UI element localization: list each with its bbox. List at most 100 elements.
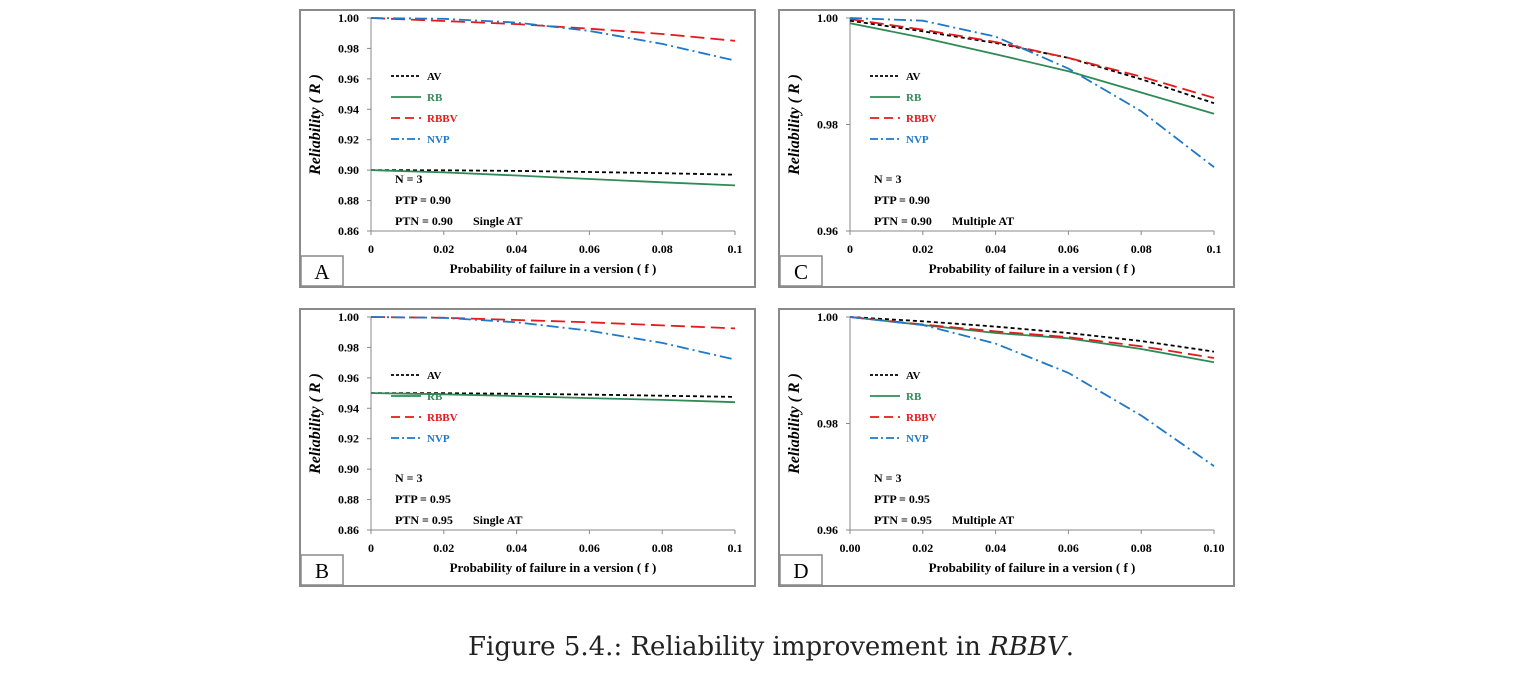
legend-label-rb: RB bbox=[906, 92, 922, 104]
x-tick-label: 0.04 bbox=[506, 242, 527, 256]
annotation-ptp: PTP = 0.90 bbox=[395, 193, 451, 207]
x-tick-label: 0.06 bbox=[579, 541, 600, 555]
chart-svg-c: 0.96 0.98 1.00 0 0.02 0.04 0.06 0.08 0.1 Probabil… bbox=[780, 11, 1222, 286]
series-line-rbbv bbox=[849, 18, 1215, 99]
annotation-ptp: PTP = 0.95 bbox=[395, 492, 451, 506]
x-tick-label: 0.08 bbox=[652, 541, 673, 555]
series-line-nvp bbox=[849, 17, 1215, 168]
legend-label-av: AV bbox=[906, 71, 921, 83]
annotation-mode: Multiple AT bbox=[952, 513, 1014, 527]
legend-label-rbbv: RBBV bbox=[427, 113, 458, 125]
chart-svg-a: 0.86 0.88 0.90 0.92 0.94 0.96 0.98 1.00 0 0.02 0.0… bbox=[301, 11, 743, 286]
chart-panel-c: 0.96 0.98 1.00 0 0.02 0.04 0.06 0.08 0.1 Probabil… bbox=[778, 9, 1235, 288]
series-line-rbbv bbox=[370, 17, 736, 42]
x-tick-label: 0.1 bbox=[1207, 242, 1222, 256]
y-tick-label: 0.96 bbox=[817, 224, 838, 238]
series-line-rb bbox=[370, 169, 736, 187]
caption-suffix: . bbox=[1065, 632, 1074, 662]
legend-label-nvp: NVP bbox=[906, 433, 929, 445]
x-tick-label: 0.08 bbox=[1131, 541, 1152, 555]
x-tick-label: 0 bbox=[847, 242, 853, 256]
legend-label-rbbv: RBBV bbox=[427, 412, 458, 424]
annotation-ptp: PTP = 0.90 bbox=[874, 193, 930, 207]
legend-label-av: AV bbox=[427, 370, 442, 382]
x-tick-label: 0.1 bbox=[728, 242, 743, 256]
x-tick-label: 0.1 bbox=[728, 541, 743, 555]
y-axis-title: Reliability ( R ) bbox=[786, 373, 803, 475]
annotation-ptn: PTN = 0.90 bbox=[395, 214, 453, 228]
chart-panel-a: 0.86 0.88 0.90 0.92 0.94 0.96 0.98 1.00 0 0.02 0.0… bbox=[299, 9, 756, 288]
x-axis-title: Probability of failure in a version ( f … bbox=[450, 560, 657, 575]
y-tick-label: 0.94 bbox=[338, 401, 359, 415]
y-tick-label: 0.96 bbox=[338, 371, 359, 385]
chart-svg-b: 0.86 0.88 0.90 0.92 0.94 0.96 0.98 1.00 0 0.02 0.0… bbox=[301, 310, 743, 585]
annotation-n: N = 3 bbox=[395, 471, 423, 485]
annotation-n: N = 3 bbox=[874, 471, 902, 485]
series-line-rb bbox=[849, 22, 1215, 115]
y-tick-label: 0.88 bbox=[338, 194, 359, 208]
y-tick-label: 0.98 bbox=[338, 340, 359, 354]
y-tick-label: 0.90 bbox=[338, 462, 359, 476]
x-axis-title: Probability of failure in a version ( f … bbox=[929, 560, 1136, 575]
x-tick-label: 0.04 bbox=[506, 541, 527, 555]
x-tick-label: 0.02 bbox=[433, 541, 454, 555]
series-line-av bbox=[370, 169, 736, 176]
panel-label-box bbox=[780, 255, 823, 286]
legend-label-rbbv: RBBV bbox=[906, 113, 937, 125]
y-tick-label: 1.00 bbox=[817, 11, 838, 25]
annotation-ptn: PTN = 0.95 bbox=[395, 513, 453, 527]
legend-label-rb: RB bbox=[906, 391, 922, 403]
legend-label-av: AV bbox=[427, 71, 442, 83]
legend-label-rb: RB bbox=[427, 92, 443, 104]
y-tick-label: 0.98 bbox=[817, 118, 838, 132]
y-tick-label: 1.00 bbox=[338, 11, 359, 25]
annotation-n: N = 3 bbox=[874, 172, 902, 186]
series-line-av bbox=[370, 392, 736, 398]
annotation-mode: Multiple AT bbox=[952, 214, 1014, 228]
y-axis-title: Reliability ( R ) bbox=[307, 373, 324, 475]
x-tick-label: 0.02 bbox=[912, 242, 933, 256]
x-tick-label: 0.08 bbox=[1131, 242, 1152, 256]
panel-label: D bbox=[793, 559, 808, 583]
x-tick-label: 0.04 bbox=[985, 541, 1006, 555]
x-tick-label: 0 bbox=[368, 242, 374, 256]
y-tick-label: 0.92 bbox=[338, 133, 359, 147]
series-line-nvp bbox=[370, 17, 736, 62]
y-tick-label: 0.86 bbox=[338, 523, 359, 537]
x-tick-label: 0.06 bbox=[1058, 541, 1079, 555]
y-tick-label: 0.90 bbox=[338, 163, 359, 177]
legend-label-rbbv: RBBV bbox=[906, 412, 937, 424]
x-tick-label: 0.10 bbox=[1204, 541, 1225, 555]
y-tick-label: 1.00 bbox=[338, 310, 359, 324]
panel-label-box bbox=[301, 255, 344, 286]
panel-label: A bbox=[314, 260, 330, 284]
caption-emph: RBBV bbox=[989, 632, 1066, 662]
x-tick-label: 0 bbox=[368, 541, 374, 555]
y-tick-label: 0.88 bbox=[338, 493, 359, 507]
panel-label: B bbox=[315, 559, 329, 583]
x-tick-label: 0.06 bbox=[579, 242, 600, 256]
y-tick-label: 0.86 bbox=[338, 224, 359, 238]
y-tick-label: 0.94 bbox=[338, 102, 359, 116]
x-axis-title: Probability of failure in a version ( f … bbox=[450, 261, 657, 276]
x-tick-label: 0.02 bbox=[433, 242, 454, 256]
legend-label-nvp: NVP bbox=[906, 134, 929, 146]
y-tick-label: 0.96 bbox=[817, 523, 838, 537]
y-tick-label: 1.00 bbox=[817, 310, 838, 324]
y-axis-title: Reliability ( R ) bbox=[786, 74, 803, 176]
y-tick-label: 0.92 bbox=[338, 432, 359, 446]
x-tick-label: 0.06 bbox=[1058, 242, 1079, 256]
annotation-ptn: PTN = 0.95 bbox=[874, 513, 932, 527]
panel-label: C bbox=[794, 260, 808, 284]
x-tick-label: 0.08 bbox=[652, 242, 673, 256]
legend-label-nvp: NVP bbox=[427, 433, 450, 445]
series-line-nvp bbox=[370, 316, 736, 361]
series-line-av bbox=[849, 316, 1215, 353]
panel-label-box bbox=[780, 554, 823, 585]
panel-label-box bbox=[301, 554, 344, 585]
chart-svg-d: 0.96 0.98 1.00 0.00 0.02 0.04 0.06 0.08 0.10 Prob… bbox=[780, 310, 1225, 585]
chart-panel-d: 0.96 0.98 1.00 0.00 0.02 0.04 0.06 0.08 0.10 Prob… bbox=[778, 308, 1235, 587]
y-tick-label: 0.96 bbox=[338, 72, 359, 86]
legend-label-nvp: NVP bbox=[427, 134, 450, 146]
legend-label-av: AV bbox=[906, 370, 921, 382]
